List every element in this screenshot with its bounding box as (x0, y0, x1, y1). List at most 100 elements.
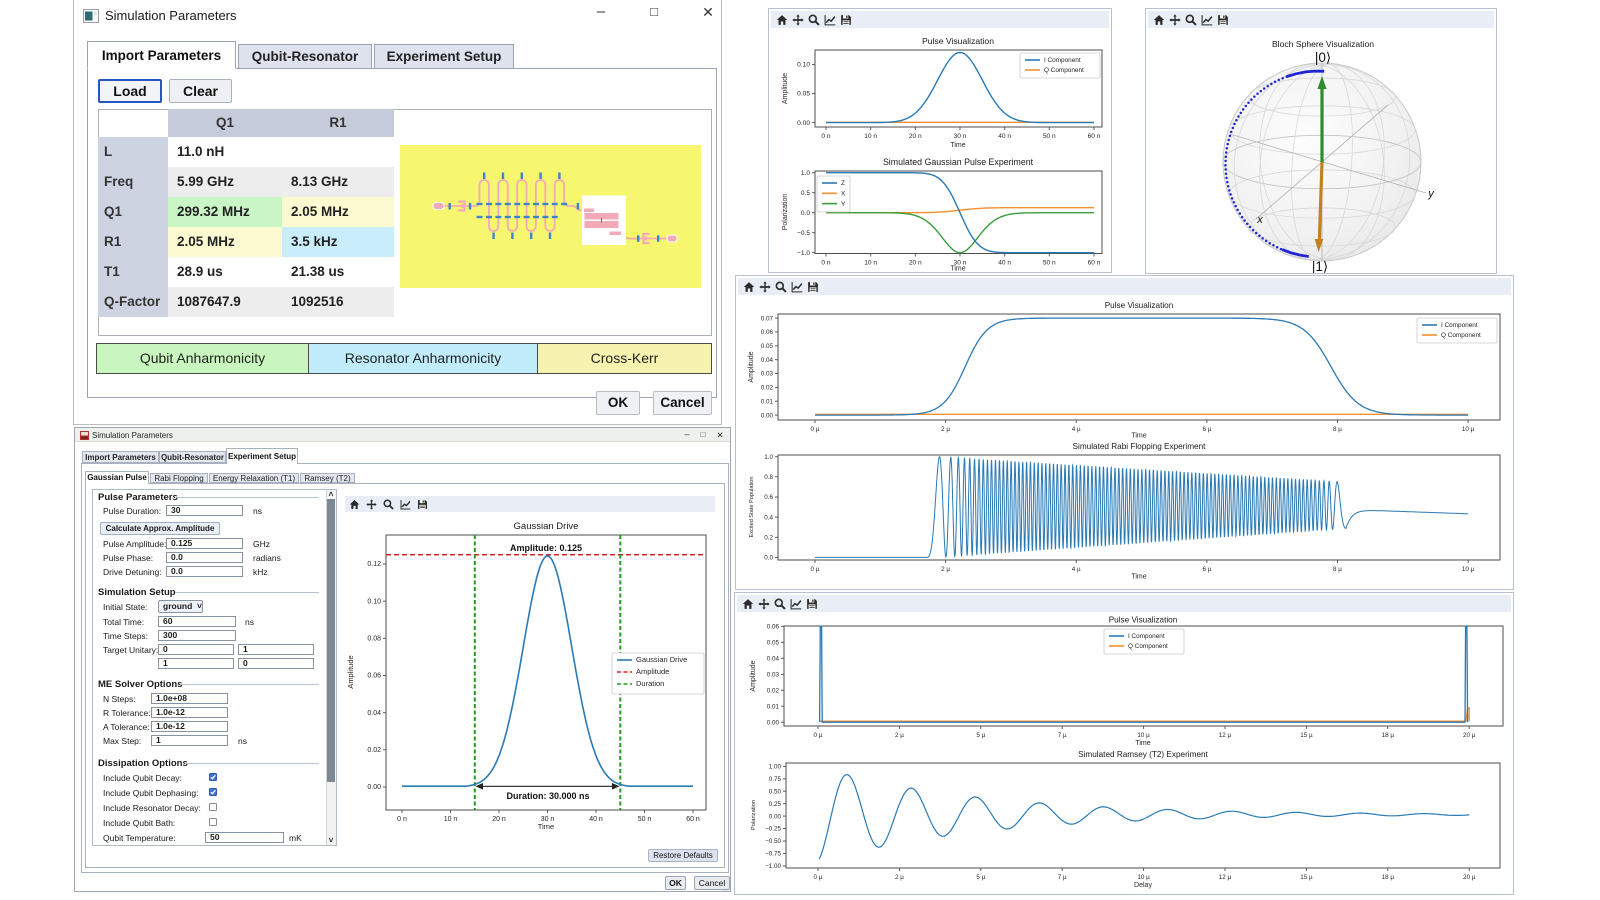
svg-text:0.4: 0.4 (764, 514, 773, 521)
svg-text:5 µ: 5 µ (976, 874, 985, 881)
svg-text:30 n: 30 n (541, 816, 555, 823)
svg-text:−1.00: −1.00 (765, 863, 781, 870)
svg-text:Amplitude: Amplitude (748, 351, 755, 382)
svg-text:8 µ: 8 µ (1333, 426, 1342, 433)
svg-text:Time: Time (950, 142, 965, 149)
svg-text:20 n: 20 n (909, 260, 922, 267)
svg-text:18 µ: 18 µ (1382, 732, 1395, 739)
svg-text:0.04: 0.04 (761, 357, 774, 364)
svg-text:10 n: 10 n (444, 816, 458, 823)
svg-text:I Component: I Component (1441, 322, 1478, 329)
svg-text:Time: Time (1131, 574, 1146, 581)
svg-text:6 µ: 6 µ (1202, 566, 1211, 573)
svg-text:Time: Time (1135, 740, 1150, 747)
svg-text:0.04: 0.04 (767, 656, 780, 663)
svg-text:0.07: 0.07 (761, 315, 774, 322)
svg-text:5 µ: 5 µ (976, 732, 985, 739)
svg-text:x: x (1256, 214, 1263, 226)
svg-text:50 n: 50 n (1043, 133, 1056, 140)
svg-text:60 n: 60 n (1088, 133, 1101, 140)
svg-text:0.8: 0.8 (764, 474, 773, 481)
svg-text:8 µ: 8 µ (1333, 566, 1342, 573)
svg-text:0.05: 0.05 (797, 91, 810, 98)
svg-text:20 µ: 20 µ (1463, 874, 1476, 881)
svg-text:10 n: 10 n (864, 133, 877, 140)
svg-text:10 µ: 10 µ (1462, 566, 1475, 573)
svg-text:0.02: 0.02 (767, 687, 780, 694)
svg-text:12 µ: 12 µ (1219, 874, 1232, 881)
svg-text:0.5: 0.5 (801, 190, 810, 197)
svg-text:18 µ: 18 µ (1382, 874, 1395, 881)
svg-text:Simulated Gaussian Pulse Exper: Simulated Gaussian Pulse Experiment (883, 157, 1034, 167)
svg-text:Polarization: Polarization (751, 800, 757, 830)
svg-text:0.00: 0.00 (769, 813, 782, 820)
svg-text:Pulse Visualization: Pulse Visualization (1109, 616, 1178, 625)
svg-text:Pulse Visualization: Pulse Visualization (1105, 301, 1174, 310)
svg-text:0.03: 0.03 (761, 371, 774, 378)
svg-text:−0.50: −0.50 (765, 838, 781, 845)
svg-text:Bloch Sphere Visualization: Bloch Sphere Visualization (1272, 39, 1374, 49)
svg-text:Duration: 30.000 ns: Duration: 30.000 ns (506, 791, 589, 801)
svg-text:−1.0: −1.0 (797, 250, 810, 257)
svg-text:50 n: 50 n (1043, 260, 1056, 267)
svg-text:0.04: 0.04 (367, 710, 381, 717)
svg-text:0.2: 0.2 (764, 535, 773, 542)
svg-text:0.00: 0.00 (761, 412, 774, 419)
svg-text:0.75: 0.75 (769, 776, 782, 783)
svg-text:0.00: 0.00 (367, 784, 381, 791)
svg-text:40 n: 40 n (998, 133, 1011, 140)
svg-text:30 n: 30 n (954, 260, 967, 267)
svg-text:1.0: 1.0 (764, 454, 773, 461)
svg-text:20 n: 20 n (492, 816, 506, 823)
svg-text:12 µ: 12 µ (1219, 732, 1232, 739)
svg-text:0.02: 0.02 (761, 385, 774, 392)
svg-text:0 µ: 0 µ (811, 566, 820, 573)
svg-text:0.06: 0.06 (761, 329, 774, 336)
svg-text:10 n: 10 n (864, 260, 877, 267)
svg-text:|0⟩: |0⟩ (1315, 50, 1331, 65)
svg-text:0.0: 0.0 (801, 210, 810, 217)
svg-text:X: X (841, 191, 846, 198)
svg-text:Time: Time (538, 822, 554, 831)
svg-text:Gaussian Drive: Gaussian Drive (514, 521, 579, 532)
svg-text:0.08: 0.08 (367, 636, 381, 643)
svg-text:0.05: 0.05 (767, 640, 780, 647)
svg-text:0 µ: 0 µ (814, 732, 823, 739)
svg-text:Q Component: Q Component (1044, 67, 1084, 74)
svg-text:Amplitude: Amplitude (750, 660, 757, 691)
svg-text:15 µ: 15 µ (1300, 874, 1313, 881)
svg-text:7 µ: 7 µ (1058, 874, 1067, 881)
svg-text:2 µ: 2 µ (895, 874, 904, 881)
svg-text:|1⟩: |1⟩ (1312, 259, 1328, 273)
svg-text:Amplitude: 0.125: Amplitude: 0.125 (510, 543, 582, 553)
svg-text:1.0: 1.0 (801, 170, 810, 177)
svg-text:20 µ: 20 µ (1463, 732, 1476, 739)
svg-text:Simulated Rabi Flopping Experi: Simulated Rabi Flopping Experiment (1073, 442, 1207, 451)
svg-text:−0.25: −0.25 (765, 826, 781, 833)
svg-text:Excited State Population: Excited State Population (749, 477, 755, 538)
svg-text:Q Component: Q Component (1441, 332, 1481, 339)
svg-text:10 µ: 10 µ (1462, 426, 1475, 433)
svg-text:0.50: 0.50 (769, 788, 782, 795)
svg-text:y: y (1427, 188, 1435, 200)
svg-text:0.10: 0.10 (367, 598, 381, 605)
svg-text:60 n: 60 n (1088, 260, 1101, 267)
svg-text:I Component: I Component (1044, 57, 1081, 64)
svg-text:0 n: 0 n (397, 816, 407, 823)
svg-text:0.01: 0.01 (767, 703, 780, 710)
svg-text:Duration: Duration (636, 679, 664, 688)
svg-text:40 n: 40 n (998, 260, 1011, 267)
svg-text:Z: Z (841, 180, 845, 187)
svg-text:6 µ: 6 µ (1202, 426, 1211, 433)
svg-text:0.25: 0.25 (769, 801, 782, 808)
svg-text:0.06: 0.06 (367, 673, 381, 680)
svg-text:2 µ: 2 µ (941, 566, 950, 573)
svg-text:0.05: 0.05 (761, 343, 774, 350)
svg-text:Amplitude: Amplitude (636, 667, 669, 676)
svg-text:Time: Time (1131, 433, 1146, 440)
svg-text:Amplitude: Amplitude (346, 655, 355, 688)
svg-text:−0.75: −0.75 (765, 851, 781, 858)
svg-text:0 n: 0 n (821, 260, 830, 267)
svg-text:1.00: 1.00 (769, 764, 782, 771)
svg-text:30 n: 30 n (954, 133, 967, 140)
